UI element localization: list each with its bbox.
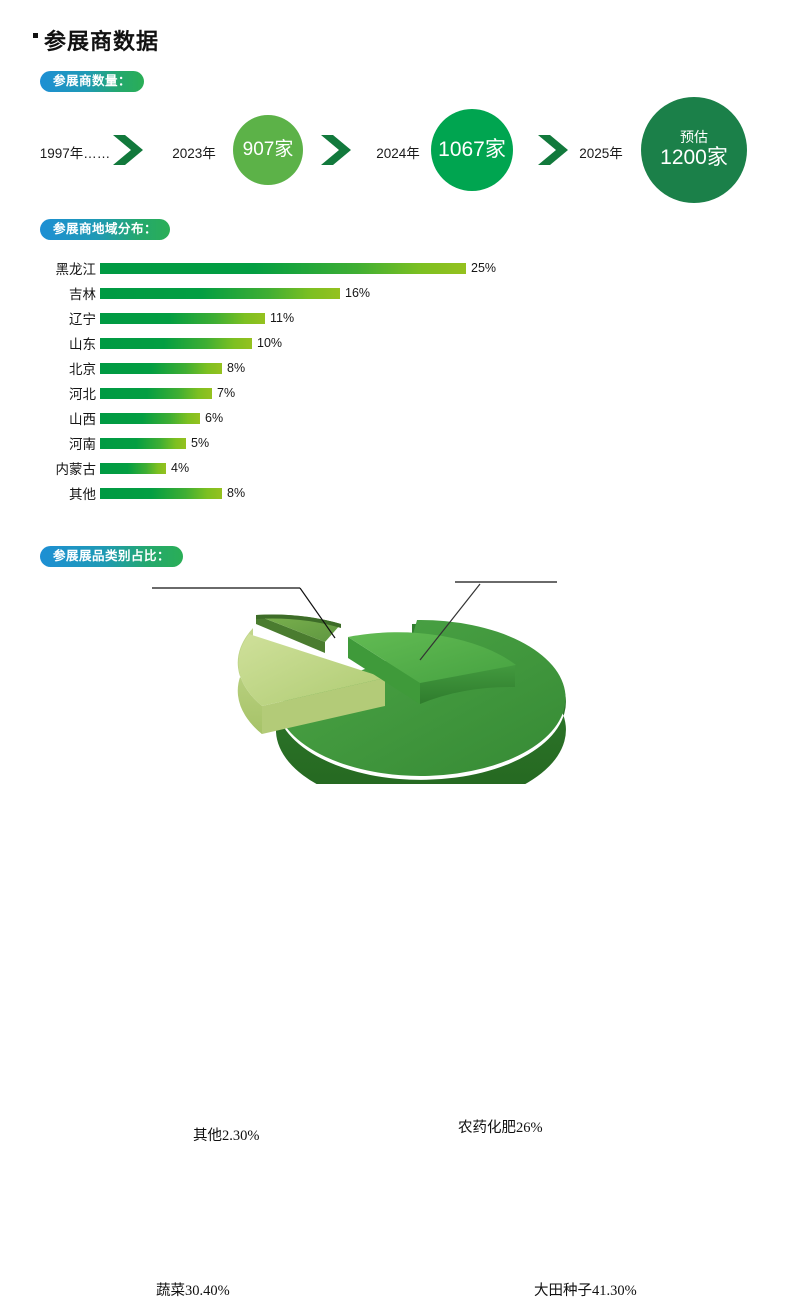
bar-fill bbox=[100, 487, 222, 499]
timeline-count-circle: 预估 1200家 bbox=[641, 97, 747, 203]
bar-category-label: 吉林 bbox=[69, 287, 96, 302]
leader-line-other-diagonal bbox=[299, 587, 336, 639]
bar-track: 8% bbox=[100, 486, 246, 500]
bar-value-label: 8% bbox=[227, 361, 246, 375]
bar-row: 山西 6% bbox=[0, 408, 760, 428]
bar-category-label: 内蒙古 bbox=[55, 462, 97, 477]
pie-label-seed: 大田种子41.30% bbox=[534, 1283, 637, 1299]
pie-label-agrochemical: 农药化肥26% bbox=[458, 1120, 543, 1136]
section-badge-region-distribution: 参展商地域分布： bbox=[40, 219, 171, 240]
bar-track: 4% bbox=[100, 461, 190, 475]
bar-fill bbox=[100, 387, 212, 399]
timeline-circle-value: 1200家 bbox=[660, 146, 728, 170]
timeline-year-label: 2024年 bbox=[376, 146, 420, 161]
bar-row: 北京 8% bbox=[0, 358, 760, 378]
bar-fill bbox=[100, 287, 340, 299]
bar-fill bbox=[100, 462, 166, 474]
chevron-right-icon bbox=[319, 133, 357, 167]
bar-value-label: 4% bbox=[171, 461, 190, 475]
bar-fill bbox=[100, 337, 252, 349]
bar-fill bbox=[100, 312, 265, 324]
region-distribution-bar-chart: 黑龙江 25% 吉林 16% 辽宁 11% 山东 10% 北京 8% 河北 7% 山西 6% 河南 5% 内蒙古… bbox=[0, 258, 800, 508]
page-title-text: 参展商数据 bbox=[44, 29, 160, 54]
bar-track: 11% bbox=[100, 311, 295, 325]
bar-row: 吉林 16% bbox=[0, 283, 760, 303]
timeline-year-label: 2025年 bbox=[579, 146, 623, 161]
bar-value-label: 5% bbox=[191, 436, 210, 450]
bar-track: 5% bbox=[100, 436, 210, 450]
pie-3d-graphic bbox=[152, 581, 566, 784]
exhibitor-data-page: 参展商数据 参展商数量： 参展商地域分布： 参展展品类别占比： 1997年…… 2… bbox=[0, 24, 800, 1299]
bar-category-label: 河北 bbox=[69, 387, 96, 402]
bar-track: 16% bbox=[100, 286, 371, 300]
bar-value-label: 10% bbox=[257, 336, 283, 350]
bar-value-label: 7% bbox=[217, 386, 236, 400]
bar-category-label: 辽宁 bbox=[69, 312, 96, 327]
page-title: 参展商数据 bbox=[33, 24, 159, 56]
bar-track: 8% bbox=[100, 361, 246, 375]
bar-row: 河北 7% bbox=[0, 383, 760, 403]
bar-fill bbox=[100, 362, 222, 374]
bar-track: 7% bbox=[100, 386, 236, 400]
chevron-right-icon bbox=[536, 133, 574, 167]
bar-row: 黑龙江 25% bbox=[0, 258, 760, 278]
timeline-year-label: 1997年…… bbox=[39, 146, 111, 161]
timeline-circle-value: 1067家 bbox=[438, 138, 506, 162]
bar-fill bbox=[100, 412, 200, 424]
bar-row: 内蒙古 4% bbox=[0, 458, 760, 478]
bar-row: 山东 10% bbox=[0, 333, 760, 353]
title-bullet-icon bbox=[33, 32, 38, 38]
bar-value-label: 16% bbox=[345, 286, 371, 300]
leader-line-agro bbox=[419, 583, 481, 661]
bar-category-label: 其他 bbox=[69, 487, 96, 502]
pie-label-vegetable: 蔬菜30.40% bbox=[156, 1283, 230, 1299]
timeline-count-circle: 1067家 bbox=[431, 109, 513, 191]
pie-slice-other bbox=[256, 614, 341, 653]
section-badge-category-share: 参展展品类别占比： bbox=[40, 546, 184, 567]
pie-slice-vegetable bbox=[237, 628, 385, 734]
category-share-pie-chart: 其他2.30% 农药化肥26% 蔬菜30.40% 大田种子41.30% bbox=[0, 556, 800, 1299]
timeline-circle-value: 907家 bbox=[242, 139, 294, 161]
exhibitor-count-timeline: 1997年…… 2023年 907家 2024年 1067家 2025年 预估 1200家 bbox=[0, 90, 800, 215]
bar-category-label: 黑龙江 bbox=[55, 262, 97, 277]
bar-value-label: 11% bbox=[270, 311, 295, 325]
bar-row: 河南 5% bbox=[0, 433, 760, 453]
timeline-circle-sublabel: 预估 bbox=[680, 129, 708, 146]
section-badge-exhibitor-count: 参展商数量： bbox=[40, 71, 145, 92]
pie-label-other: 其他2.30% bbox=[193, 1128, 260, 1144]
bar-track: 10% bbox=[100, 336, 283, 350]
bar-value-label: 6% bbox=[205, 411, 224, 425]
bar-category-label: 河南 bbox=[69, 437, 96, 452]
bar-category-label: 北京 bbox=[69, 362, 96, 377]
bar-value-label: 8% bbox=[227, 486, 246, 500]
bar-row: 其他 8% bbox=[0, 483, 760, 503]
bar-row: 辽宁 11% bbox=[0, 308, 760, 328]
bar-fill bbox=[100, 437, 186, 449]
bar-category-label: 山西 bbox=[69, 412, 96, 427]
timeline-count-circle: 907家 bbox=[233, 115, 303, 185]
chevron-right-icon bbox=[111, 133, 149, 167]
timeline-year-label: 2023年 bbox=[172, 146, 216, 161]
bar-track: 25% bbox=[100, 261, 497, 275]
bar-track: 6% bbox=[100, 411, 224, 425]
bar-category-label: 山东 bbox=[69, 337, 96, 352]
bar-value-label: 25% bbox=[471, 261, 497, 275]
pie-slice-agrochemical bbox=[348, 632, 516, 704]
bar-fill bbox=[100, 262, 466, 274]
